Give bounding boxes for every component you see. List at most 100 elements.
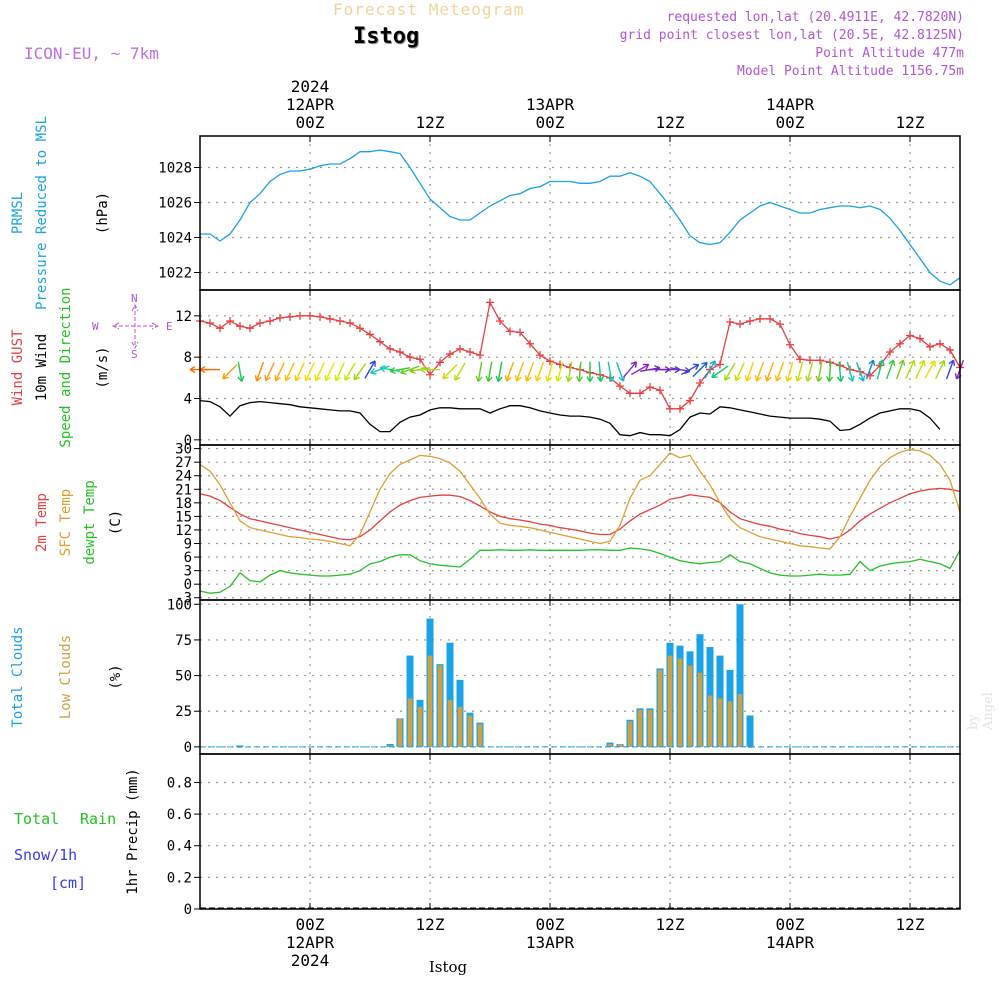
wind-arrow-shaft	[400, 365, 420, 374]
wind-direction-arrow	[254, 361, 265, 382]
wind-direction-arrow	[945, 359, 956, 380]
pressure-prmsl-line	[200, 149, 961, 286]
wind-arrow-head	[379, 365, 386, 373]
wind-arrow-shaft	[885, 359, 895, 380]
wind-arrow-head	[495, 375, 503, 382]
wind-gust-marker	[416, 355, 424, 364]
wind-direction-arrow	[846, 361, 855, 382]
wind-direction-arrow	[692, 361, 708, 378]
wind-gust-marker	[936, 339, 944, 348]
wind-direction-arrow	[545, 361, 554, 382]
wind-direction-arrow	[495, 361, 503, 382]
point-altitude: Point Altitude 477m	[815, 46, 964, 61]
wind-gust-marker	[316, 312, 324, 321]
wind-arrow-shaft	[915, 360, 925, 379]
wind-gust-marker	[346, 319, 354, 328]
clouds-ytick-label: 25	[175, 704, 192, 720]
clouds-low-bar	[677, 658, 683, 747]
temperature-ytick-label: 12	[175, 523, 192, 539]
wind-direction-arrow	[876, 359, 885, 380]
top-time-label: 14APR	[766, 95, 815, 114]
wind-direction-arrow	[514, 361, 525, 382]
wind-gust-marker	[676, 404, 684, 413]
wind-wind10m-line	[199, 399, 941, 437]
wind-arrow-head	[565, 375, 573, 382]
clouds-low-bar	[457, 706, 463, 747]
wind-arrow-shaft	[623, 361, 637, 378]
wind-direction-arrow	[400, 365, 420, 375]
wind-direction-arrow	[274, 362, 285, 382]
temperature-ylabel: SFC Temp	[58, 489, 74, 556]
wind-direction-arrow	[524, 361, 535, 382]
temperature-frame	[199, 444, 961, 601]
bottom-time-label: 12Z	[896, 915, 925, 934]
wind-arrow-shaft	[315, 362, 325, 381]
wind-gust-marker	[766, 314, 774, 323]
wind-arrow-shaft	[895, 359, 905, 380]
clouds-ytick-label: 50	[175, 669, 192, 685]
temperature-ytick-label: 30	[175, 442, 192, 458]
wind-gust-marker	[336, 317, 344, 325]
wind-gust-line	[199, 300, 961, 410]
wind-gust-marker	[696, 379, 704, 387]
wind-direction-arrow	[334, 362, 345, 382]
wind-gust-marker	[216, 324, 224, 333]
wind-arrow-head	[409, 366, 416, 375]
wind-arrow-head	[314, 374, 321, 382]
wind-direction-arrow	[774, 361, 785, 382]
wind-direction-arrow	[237, 361, 245, 382]
wind-arrow-head	[254, 375, 262, 382]
wind-direction-arrow	[734, 362, 745, 382]
clouds-low-bar	[477, 724, 483, 747]
wind-arrow-shaft	[865, 359, 875, 380]
wind-gust-marker	[546, 357, 554, 366]
wind-direction-arrow	[836, 361, 845, 383]
wind-gust-marker	[476, 351, 484, 360]
precip-ylabel: 1hr Precip (mm)	[125, 768, 141, 894]
wind-direction-arrow	[785, 361, 794, 382]
wind-direction-arrow	[454, 362, 466, 381]
wind-gust-marker	[296, 311, 304, 320]
wind-gust-marker	[426, 370, 434, 379]
wind-arrow-head	[586, 376, 594, 382]
requested-location: requested lon,lat (20.4911E, 42.7820N)	[666, 10, 964, 25]
wind-arrow-head	[888, 359, 896, 367]
wind-arrow-head	[709, 360, 716, 367]
wind-direction-arrow	[615, 361, 626, 382]
wind-gust-marker	[796, 355, 804, 364]
temperature-ylabel: 2m Temp	[34, 493, 50, 552]
wind-arrow-shaft	[607, 361, 613, 382]
wind-arrow-head	[815, 375, 823, 382]
wind-arrow-head	[504, 375, 512, 382]
wind-gust-marker	[306, 311, 314, 320]
wind-gust-marker	[466, 348, 474, 356]
clouds-low-bar	[427, 655, 433, 747]
wind-ylabel: (m/s)	[95, 346, 111, 388]
wind-arrow-shaft	[745, 361, 755, 382]
wind-arrow-shaft	[578, 361, 582, 382]
pressure-ytick-label: 1028	[158, 161, 192, 177]
wind-gust-marker	[436, 358, 444, 367]
clouds-low-bar	[387, 745, 393, 747]
wind-gust-marker	[756, 314, 764, 323]
wind-direction-arrow	[895, 359, 906, 380]
pressure-ytick-label: 1022	[158, 266, 192, 282]
wind-gust-marker	[256, 319, 264, 328]
wind-arrow-head	[744, 375, 752, 382]
wind-gust-marker	[656, 386, 664, 395]
wind-direction-arrow	[389, 366, 410, 375]
wind-direction-arrow	[623, 361, 638, 378]
clouds-ylabel: Low Clouds	[58, 635, 74, 719]
wind-direction-arrow	[314, 362, 325, 382]
wind-gust-marker	[806, 356, 814, 365]
wind-gust-marker	[206, 319, 214, 328]
wind-arrow-shaft	[755, 361, 765, 382]
wind-arrow-head	[555, 375, 563, 382]
wind-gust-marker	[926, 342, 934, 351]
wind-arrow-head	[692, 363, 700, 371]
clouds-total-bar	[236, 745, 244, 747]
clouds-low-bar	[657, 669, 663, 747]
wind-arrow-head	[442, 372, 449, 380]
wind-gust-marker	[636, 389, 644, 398]
